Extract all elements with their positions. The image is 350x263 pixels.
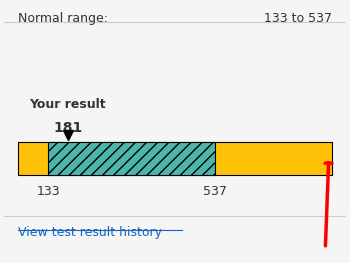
FancyBboxPatch shape: [48, 142, 215, 175]
Text: 133: 133: [36, 185, 60, 198]
Text: 537: 537: [203, 185, 227, 198]
Text: Normal range:: Normal range:: [18, 12, 108, 25]
Text: Your result: Your result: [29, 98, 106, 112]
FancyBboxPatch shape: [18, 142, 332, 175]
Text: 181: 181: [53, 121, 83, 135]
Text: 133 to 537: 133 to 537: [264, 12, 332, 25]
Text: View test result history: View test result history: [18, 226, 162, 239]
